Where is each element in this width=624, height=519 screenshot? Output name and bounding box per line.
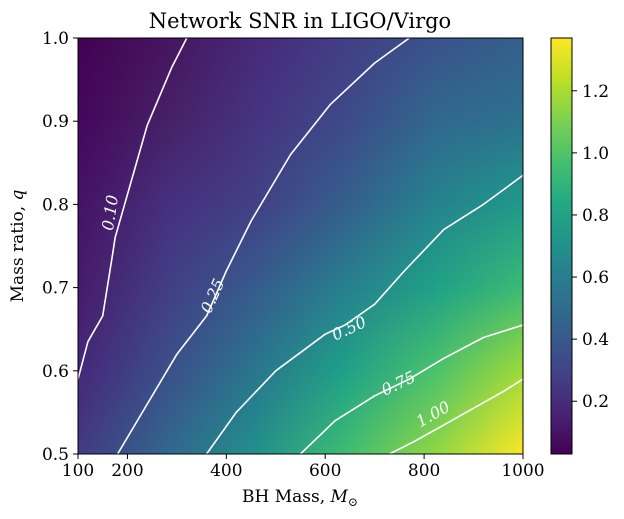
- y-axis-title-text: Mass ratio,: [8, 200, 28, 302]
- plot-frame: [77, 37, 524, 455]
- contour-line-0.75: [299, 324, 523, 454]
- x-axis: 100 200 400 600 800 1000: [62, 454, 545, 481]
- x-tick-label: 400: [210, 461, 242, 481]
- colorbar-tick-label: 1.2: [582, 82, 609, 102]
- heatmap-blend: [78, 287, 523, 330]
- x-axis-title-text: BH Mass,: [242, 487, 331, 507]
- y-tick-label: 0.9: [42, 112, 69, 132]
- heatmap-cells: [78, 38, 523, 454]
- x-tick-label: 600: [309, 461, 341, 481]
- y-axis-title-symbol: q: [8, 189, 28, 200]
- heatmap-blend: [78, 38, 523, 80]
- y-tick-label: 0.6: [42, 362, 69, 382]
- heatmap-blend: [78, 204, 523, 246]
- heatmap-blend: [78, 79, 523, 122]
- colorbar-axis: 0.2 0.4 0.6 0.8 1.0 1.2: [572, 82, 609, 412]
- x-axis-title: BH Mass, M⊙: [242, 487, 358, 509]
- y-tick-label: 0.8: [42, 195, 69, 215]
- y-axis: 0.5 0.6 0.7 0.8 0.9 1.0: [42, 29, 78, 465]
- colorbar-tick-label: 0.6: [582, 268, 609, 288]
- contour-line-0.25: [116, 38, 410, 454]
- y-axis-title: Mass ratio, q: [8, 189, 28, 302]
- chart-title: Network SNR in LIGO/Virgo: [149, 9, 451, 33]
- contour-lines: [78, 38, 523, 454]
- colorbar-tick-label: 0.8: [582, 206, 609, 226]
- colorbar-tick-label: 0.2: [582, 392, 609, 412]
- x-tick-label: 800: [408, 461, 440, 481]
- contour-line-1.00: [389, 378, 523, 454]
- colorbar-tick-label: 1.0: [582, 144, 609, 164]
- x-tick-label: 1000: [501, 461, 544, 481]
- x-axis-title-symbol: M: [330, 487, 349, 507]
- y-tick-label: 1.0: [42, 29, 69, 49]
- contour-line-0.50: [205, 174, 523, 454]
- y-tick-label: 0.7: [42, 279, 69, 299]
- x-tick-label: 200: [111, 461, 143, 481]
- heatmap-blend: [78, 162, 523, 205]
- heatmap-blend: [78, 370, 523, 413]
- y-tick-label: 0.5: [42, 445, 69, 465]
- heatmap-blend: [78, 329, 523, 371]
- colorbar: [550, 37, 573, 455]
- x-tick-label: 100: [62, 461, 94, 481]
- x-axis-title-subscript: ⊙: [348, 495, 358, 509]
- heatmap-blend: [78, 246, 523, 288]
- contour-line-0.10: [78, 38, 188, 380]
- heatmap-blend: [78, 412, 523, 454]
- colorbar-tick-label: 0.4: [582, 330, 609, 350]
